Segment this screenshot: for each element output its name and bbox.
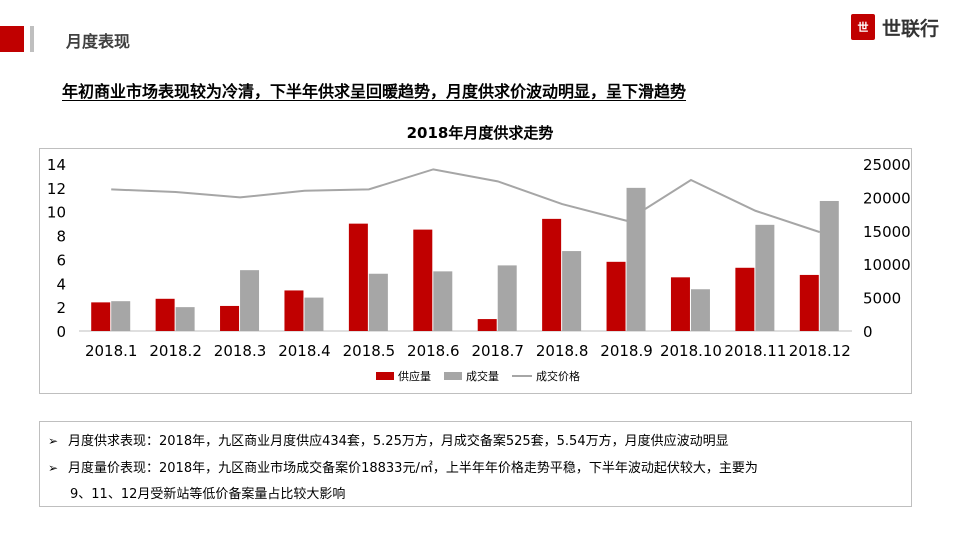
bar-transaction [433, 271, 453, 331]
right-axis-tick-label: 25000 [863, 156, 911, 174]
right-axis-tick-label: 0 [863, 323, 873, 341]
price-line [111, 168, 821, 234]
right-axis-tick-label: 20000 [863, 189, 911, 207]
note-text-2: 月度量价表现：2018年，九区商业市场成交备案价18833元/㎡，上半年年价格走… [68, 461, 758, 476]
bar-transaction [368, 273, 388, 331]
x-axis-tick-label: 2018.3 [214, 342, 267, 360]
left-axis-tick-label: 10 [47, 204, 66, 222]
page-headline: 年初商业市场表现较为冷清，下半年供求呈回暖趋势，月度供求价波动明显，呈下滑趋势 [62, 82, 687, 101]
bar-transaction [497, 265, 517, 331]
chart-title: 2018年月度供求走势 [406, 124, 554, 142]
supply-demand-chart: 0 2 4 6 8 10 12 14 0 5000 10000 15000 20000 25000 2018… [47, 156, 911, 383]
bullet-arrow-icon: ➢ [48, 434, 59, 448]
bar-supply [413, 229, 433, 331]
notes-box: ➢ 月度供求表现：2018年，九区商业月度供应434套，5.25万方，月成交备案5… [39, 421, 912, 507]
note-item-2: ➢ 月度量价表现：2018年，九区商业市场成交备案价18833元/㎡，上半年年价格… [48, 457, 758, 476]
left-axis-tick-label: 4 [56, 275, 66, 293]
note-text-1: 月度供求表现：2018年，九区商业月度供应434套，5.25万方，月成交备案52… [68, 434, 729, 449]
legend-label: 供应量 [398, 369, 431, 383]
left-axis-tick-label: 6 [56, 251, 66, 269]
chart-frame [39, 148, 912, 394]
note-item-1: ➢ 月度供求表现：2018年，九区商业月度供应434套，5.25万方，月成交备案5… [48, 430, 729, 449]
left-axis-tick-label: 12 [47, 180, 66, 198]
legend-label: 成交量 [466, 369, 499, 383]
left-axis-tick-label: 14 [47, 156, 66, 174]
bar-supply [477, 319, 497, 331]
section-title: 月度表现 [66, 32, 131, 51]
bar-transaction [819, 200, 839, 331]
bar-supply [670, 277, 690, 331]
x-axis-tick-label: 2018.8 [536, 342, 589, 360]
bar-transaction [562, 251, 582, 331]
bar-supply [735, 267, 755, 331]
bar-supply [606, 261, 626, 331]
bar-supply [799, 274, 819, 331]
x-axis-tick-label: 2018.12 [789, 342, 851, 360]
bar-transaction [175, 307, 195, 331]
legend-label: 成交价格 [536, 369, 580, 383]
x-axis-tick-label: 2018.10 [660, 342, 722, 360]
x-axis-tick-label: 2018.1 [85, 342, 138, 360]
left-axis-tick-label: 8 [56, 228, 66, 246]
bar-transaction [111, 301, 131, 331]
bar-supply [155, 298, 175, 331]
header-divider [30, 26, 34, 52]
bar-transaction [240, 270, 260, 331]
bar-supply [348, 223, 368, 331]
right-axis-tick-label: 10000 [863, 256, 911, 274]
bar-transaction [690, 289, 710, 331]
left-axis-tick-label: 0 [56, 323, 66, 341]
x-axis-tick-label: 2018.7 [471, 342, 524, 360]
legend-swatch [376, 372, 394, 380]
bar-transaction [626, 187, 646, 331]
company-logo-text: 世联行 [882, 18, 940, 40]
left-axis-tick-label: 2 [56, 299, 66, 317]
x-axis-tick-label: 2018.9 [600, 342, 653, 360]
bar-transaction [304, 297, 324, 331]
bar-supply [542, 218, 562, 331]
note-text-2-continued: 9、11、12月受新站等低价备案量占比较大影响 [70, 487, 346, 502]
bar-supply [220, 305, 240, 331]
x-axis-tick-label: 2018.6 [407, 342, 460, 360]
bar-supply [91, 302, 111, 331]
x-axis-tick-label: 2018.4 [278, 342, 331, 360]
header-accent-block [0, 26, 24, 52]
right-axis-tick-label: 15000 [863, 223, 911, 241]
bar-transaction [755, 224, 775, 331]
company-logo-icon: 世 [851, 14, 875, 40]
right-axis-tick-label: 5000 [863, 290, 901, 308]
x-axis-tick-label: 2018.5 [343, 342, 396, 360]
legend-swatch [444, 372, 462, 380]
x-axis-tick-label: 2018.11 [724, 342, 786, 360]
bar-supply [284, 290, 304, 331]
bullet-arrow-icon: ➢ [48, 461, 59, 475]
x-axis-tick-label: 2018.2 [149, 342, 202, 360]
